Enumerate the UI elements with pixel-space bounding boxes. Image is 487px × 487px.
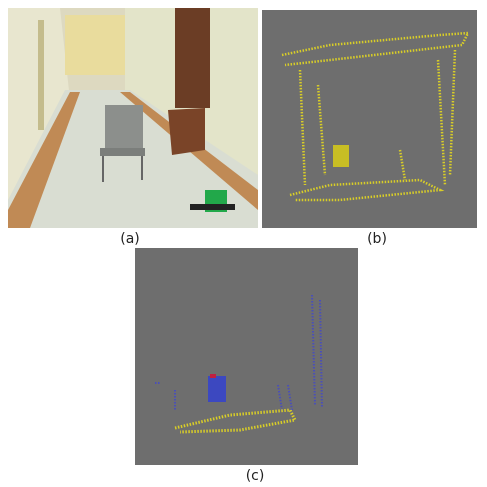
point-cloud-panel: [262, 10, 477, 228]
caption: (b): [367, 231, 387, 247]
point-cloud-background: [135, 248, 358, 465]
chair-seat: [100, 148, 145, 156]
caption: (a): [120, 231, 140, 247]
cabinet-base: [168, 108, 205, 155]
point-cloud-chair: [208, 376, 226, 402]
dark-object: [190, 204, 235, 210]
caption: (c): [246, 468, 265, 484]
door-frame: [38, 20, 44, 130]
chair-back: [105, 105, 143, 150]
point-cloud-marker: [210, 374, 216, 378]
corridor-end: [65, 15, 125, 75]
point-cloud-panel: [135, 248, 358, 465]
point-cloud-chair: [333, 145, 349, 167]
photo-panel: [8, 8, 258, 228]
figure: (a) (b) (c): [0, 0, 487, 487]
wooden-cabinet: [175, 8, 210, 108]
point-cloud-background: [262, 10, 477, 228]
